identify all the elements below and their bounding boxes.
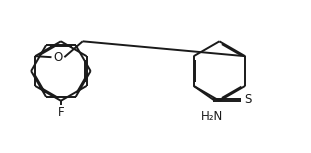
Text: F: F: [58, 106, 64, 119]
Text: H₂N: H₂N: [201, 110, 224, 123]
Text: S: S: [244, 93, 252, 106]
Text: O: O: [53, 51, 63, 64]
